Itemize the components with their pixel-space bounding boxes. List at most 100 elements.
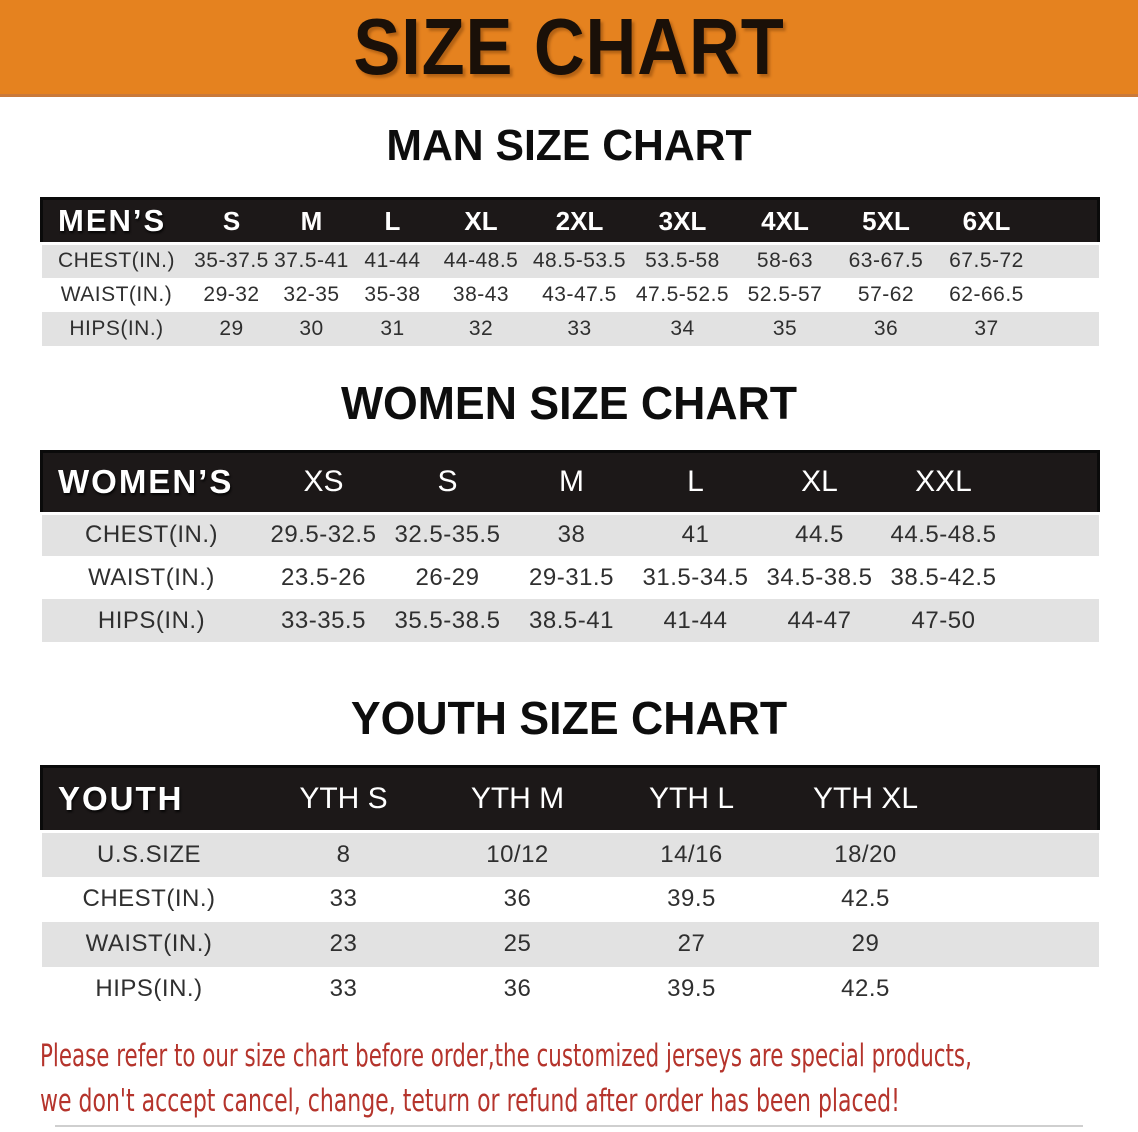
filler-cell [952,921,1099,967]
size-value: 29 [778,921,953,967]
men-size-table: MEN’S S M L XL 2XL 3XL 4XL 5XL 6XL CHEST… [40,197,1100,346]
size-value: 23.5-26 [261,556,386,599]
size-value: 44.5 [757,513,882,556]
size-value: 36 [430,966,605,1012]
filler-cell [1005,449,1100,515]
size-value: 10/12 [430,831,605,877]
size-value: 25 [430,921,605,967]
size-value: 35-38 [351,277,434,312]
size-value: 48.5-53.5 [528,243,631,278]
size-value: 8 [256,831,431,877]
men-col-header: 2XL [528,197,631,245]
size-value: 44.5-48.5 [881,513,1006,556]
size-value: 18/20 [778,831,953,877]
men-col-header: 6XL [936,197,1037,245]
women-table-label: WOMEN’S [40,449,262,515]
size-value: 58-63 [734,243,836,278]
disclaimer-line-1: Please refer to our size chart before or… [40,1037,972,1074]
women-size-table: WOMEN’S XS S M L XL XXL CHEST(IN.) 29.5-… [40,449,1100,642]
filler-cell [952,876,1099,922]
filler-cell [1036,197,1100,245]
row-label: U.S.SIZE [41,831,257,877]
youth-col-header: YTH M [430,765,605,833]
youth-hips-row: HIPS(IN.) 33 36 39.5 42.5 [41,966,1099,1012]
men-section-title: MAN SIZE CHART [386,121,752,170]
men-col-header: XL [433,197,529,245]
size-value: 35 [734,311,836,346]
row-label: HIPS(IN.) [41,966,257,1012]
size-value: 42.5 [778,966,953,1012]
women-hips-row: HIPS(IN.) 33-35.5 35.5-38.5 38.5-41 41-4… [41,599,1099,642]
men-col-header: S [191,197,272,245]
size-value: 36 [835,311,937,346]
youth-col-header: YTH S [256,765,431,833]
women-col-header: XXL [881,449,1006,515]
size-value: 44-48.5 [433,243,529,278]
size-value: 29-32 [191,277,272,312]
size-value: 33 [528,311,631,346]
row-label: CHEST(IN.) [41,243,192,278]
youth-col-header: YTH XL [778,765,953,833]
men-header-row: MEN’S S M L XL 2XL 3XL 4XL 5XL 6XL [40,197,1100,245]
size-chart-banner: SIZE CHART [0,0,1138,97]
size-value: 33 [256,876,431,922]
youth-col-header: YTH L [604,765,779,833]
men-table-label: MEN’S [40,197,192,245]
size-value: 32 [433,311,529,346]
youth-size-table: YOUTH YTH S YTH M YTH L YTH XL U.S.SIZE … [40,765,1100,1012]
men-col-header: M [271,197,352,245]
row-label: HIPS(IN.) [41,311,192,346]
size-value: 34.5-38.5 [757,556,882,599]
size-value: 36 [430,876,605,922]
size-value: 33 [256,966,431,1012]
size-value: 67.5-72 [936,243,1037,278]
youth-table-label: YOUTH [40,765,257,833]
size-value: 32.5-35.5 [385,513,510,556]
size-value: 34 [630,311,735,346]
row-label: CHEST(IN.) [41,513,262,556]
filler-cell [1005,556,1099,599]
size-value: 29-31.5 [509,556,634,599]
filler-cell [1005,599,1099,642]
youth-section-title: YOUTH SIZE CHART [350,692,788,744]
women-header-row: WOMEN’S XS S M L XL XXL [40,449,1100,515]
women-waist-row: WAIST(IN.) 23.5-26 26-29 29-31.5 31.5-34… [41,556,1099,599]
banner-title: SIZE CHART [353,2,785,91]
men-chest-row: CHEST(IN.) 35-37.5 37.5-41 41-44 44-48.5… [41,243,1099,278]
size-value: 37 [936,311,1037,346]
youth-chest-row: CHEST(IN.) 33 36 39.5 42.5 [41,876,1099,922]
size-value: 47-50 [881,599,1006,642]
size-value: 44-47 [757,599,882,642]
row-label: CHEST(IN.) [41,876,257,922]
size-value: 42.5 [778,876,953,922]
disclaimer: Please refer to our size chart before or… [40,1034,1138,1124]
women-col-header: S [385,449,510,515]
size-value: 57-62 [835,277,937,312]
size-value: 29.5-32.5 [261,513,386,556]
size-value: 35-37.5 [191,243,272,278]
size-value: 35.5-38.5 [385,599,510,642]
youth-ussize-row: U.S.SIZE 8 10/12 14/16 18/20 [41,831,1099,877]
row-label: WAIST(IN.) [41,277,192,312]
filler-cell [952,966,1099,1012]
filler-cell [1036,243,1099,278]
size-value: 31 [351,311,434,346]
size-value: 31.5-34.5 [633,556,758,599]
row-label: WAIST(IN.) [41,921,257,967]
size-value: 41-44 [351,243,434,278]
size-value: 14/16 [604,831,779,877]
size-value: 39.5 [604,966,779,1012]
size-value: 32-35 [271,277,352,312]
men-col-header: 5XL [835,197,937,245]
bottom-divider [55,1125,1083,1127]
size-value: 47.5-52.5 [630,277,735,312]
women-col-header: L [633,449,758,515]
filler-cell [1005,513,1099,556]
size-value: 52.5-57 [734,277,836,312]
size-value: 37.5-41 [271,243,352,278]
filler-cell [952,765,1100,833]
disclaimer-line-2: we don't accept cancel, change, teturn o… [40,1082,900,1119]
size-value: 23 [256,921,431,967]
size-value: 33-35.5 [261,599,386,642]
youth-waist-row: WAIST(IN.) 23 25 27 29 [41,921,1099,967]
